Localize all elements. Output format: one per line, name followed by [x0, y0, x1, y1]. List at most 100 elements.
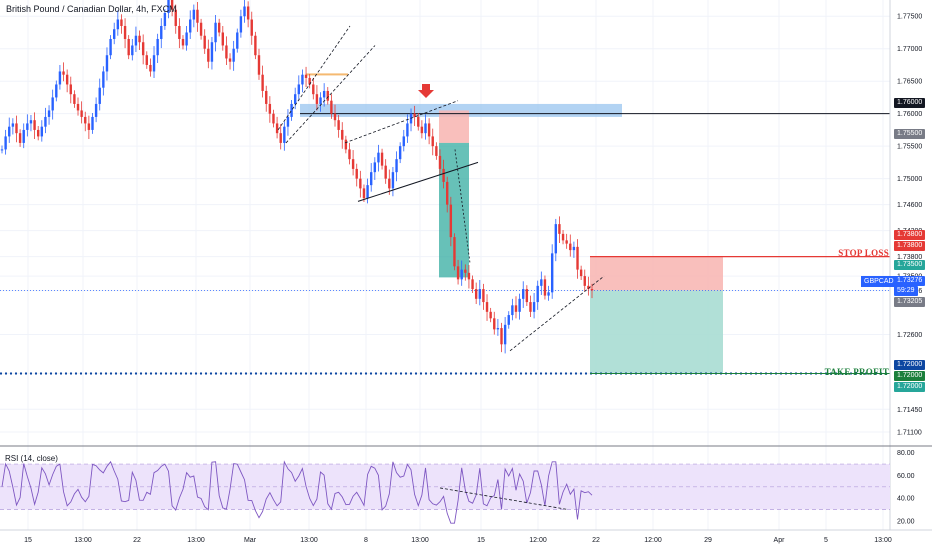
symbol-tag: GBPCAD [861, 276, 897, 287]
candle-body [265, 90, 268, 104]
candle-body [402, 136, 405, 147]
candle-body [471, 279, 474, 290]
candle-body [134, 35, 138, 46]
time-axis-label: 15 [24, 537, 32, 544]
time-axis-label: 13:00 [300, 537, 318, 544]
candle-body [482, 289, 485, 303]
candle-body [261, 74, 264, 91]
candle-body [8, 126, 11, 137]
candle-body [243, 6, 246, 17]
candle-body [333, 113, 337, 121]
candle-body [123, 25, 127, 39]
rsi-divergence-line [439, 487, 569, 510]
candle-body [413, 113, 416, 117]
price-tag-level-2: 1.75500 [894, 129, 926, 139]
candle-body [456, 266, 460, 280]
candle-body [453, 237, 456, 267]
candle-body [417, 116, 420, 127]
prior-stop-zone [439, 110, 469, 143]
candle-body [326, 90, 329, 101]
candle-body [351, 159, 355, 169]
time-axis-label: 22 [133, 537, 141, 544]
symbol-title: British Pound / Canadian Dollar, 4h, FXC… [6, 4, 177, 14]
candle-body [301, 74, 304, 85]
price-tag-tp-a: 1.72000 [894, 360, 926, 370]
time-axis-label: 13:00 [74, 537, 92, 544]
candle-body [514, 305, 518, 312]
candle-body [322, 90, 326, 98]
candle-body [69, 84, 72, 95]
candle-body [478, 289, 481, 299]
candle-body [185, 32, 188, 46]
candle-body [420, 126, 424, 134]
candle-body [485, 302, 489, 312]
candle-body [590, 289, 594, 291]
candle-body [366, 185, 369, 199]
candle-body [94, 103, 98, 117]
candle-body [40, 126, 44, 137]
candle-body [496, 328, 500, 330]
candle-body [384, 165, 387, 179]
wedge-support-line [357, 161, 479, 202]
candle-body [51, 97, 54, 111]
candle-body [547, 292, 550, 296]
candle-body [312, 84, 315, 95]
candle-body [377, 152, 380, 163]
candle-body [391, 172, 395, 189]
candle-body [47, 110, 51, 117]
price-axis-label: 1.76000 [897, 111, 922, 118]
price-axis-label: 1.74600 [897, 202, 922, 209]
candle-body [275, 123, 279, 134]
sell-arrow-icon [418, 84, 434, 98]
price-tag-tp-c: 1.72000 [894, 382, 926, 392]
candle-body [330, 100, 333, 114]
candle-body [33, 120, 36, 130]
candle-body [246, 6, 250, 20]
candle-body [380, 152, 384, 166]
candle-body [120, 19, 123, 26]
candle-body [583, 276, 586, 286]
candle-body [427, 123, 431, 137]
candle-body [293, 94, 297, 104]
candle-body [474, 289, 478, 299]
candle-body [558, 224, 561, 234]
candle-body [576, 246, 579, 270]
candle-body [0, 149, 4, 151]
candle-body [138, 35, 141, 43]
candle-body [141, 42, 145, 56]
candle-body [493, 318, 496, 330]
candle-body [388, 178, 391, 189]
price-tag-stop-b: 1.73800 [894, 241, 926, 251]
candle-body [565, 240, 568, 244]
time-axis-label: 22 [592, 537, 600, 544]
candle-body [435, 146, 438, 156]
candle-body [503, 324, 507, 345]
candle-body [156, 38, 159, 56]
candle-body [257, 55, 261, 75]
candle-body [113, 29, 116, 39]
candle-body [189, 19, 192, 33]
candle-body [44, 116, 47, 127]
time-axis-label: 13:00 [411, 537, 429, 544]
price-tag-last: 1.73276 [894, 276, 926, 286]
candle-body [355, 168, 358, 179]
candle-body [554, 224, 558, 254]
price-tag-stop-a: 1.73800 [894, 230, 926, 240]
candle-body [511, 305, 514, 316]
candle-body [341, 129, 344, 140]
candle-body [518, 298, 521, 312]
time-axis-label: 15 [477, 537, 485, 544]
candle-body [319, 97, 322, 104]
candle-body [228, 58, 232, 62]
candle-body [536, 285, 539, 303]
candle-body [406, 123, 409, 137]
candle-body [250, 19, 253, 36]
channel-line-lower-1 [285, 45, 376, 144]
candle-body [210, 42, 214, 62]
candle-body [18, 133, 22, 143]
target-zone [590, 290, 723, 373]
channel-line-upper-1 [277, 25, 351, 131]
candle-body [65, 74, 69, 85]
candle-body [373, 162, 377, 173]
candle-body [254, 35, 257, 56]
